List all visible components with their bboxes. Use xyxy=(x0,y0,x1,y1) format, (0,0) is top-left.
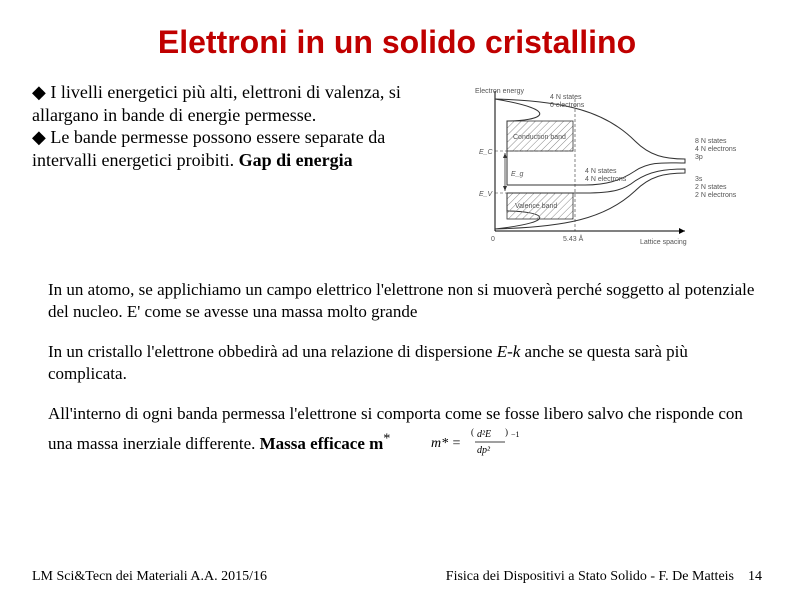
top-anno2: 0 electrons xyxy=(550,102,585,109)
band-diagram: Electron energy Lattice spacing 0 Conduc… xyxy=(448,81,762,251)
paragraph-2: In un cristallo l'elettrone obbedirà ad … xyxy=(32,341,762,385)
footer: LM Sci&Tecn dei Materiali A.A. 2015/16 F… xyxy=(32,569,762,585)
right2-b: 2 N states xyxy=(695,184,727,191)
diagram-origin: 0 xyxy=(491,236,495,243)
diagram-ylabel: Electron energy xyxy=(475,88,525,95)
valence-band-label: Valence band xyxy=(515,203,557,210)
conduction-band-label: Conduction band xyxy=(513,134,566,141)
svg-text:dp²: dp² xyxy=(477,445,491,456)
mid-anno2: 4 N electrons xyxy=(585,176,627,183)
page-title: Elettroni in un solido cristallino xyxy=(32,24,762,61)
svg-text:): ) xyxy=(505,427,508,437)
mid-anno: 4 N states xyxy=(585,168,617,175)
bullet-block: ◆ I livelli energetici più alti, elettro… xyxy=(32,81,432,251)
right1-a: 8 N states xyxy=(695,138,727,145)
top-section: ◆ I livelli energetici più alti, elettro… xyxy=(32,81,762,251)
right1-b: 4 N electrons xyxy=(695,146,737,153)
mass-formula: m* = ( d²E dp² ) −1 xyxy=(431,425,541,465)
xtick-label: 5.43 Å xyxy=(563,234,584,243)
ec-label: E_C xyxy=(479,149,494,156)
diagram-xlabel: Lattice spacing xyxy=(640,239,687,246)
footer-right: Fisica dei Dispositivi a Stato Solido - … xyxy=(446,569,734,585)
svg-text:m* =: m* = xyxy=(431,436,461,451)
right2-a: 3s xyxy=(695,176,703,183)
paragraph-1: In un atomo, se applichiamo un campo ele… xyxy=(32,279,762,323)
footer-left: LM Sci&Tecn dei Materiali A.A. 2015/16 xyxy=(32,569,267,585)
right1-c: 3p xyxy=(695,154,703,161)
svg-text:(: ( xyxy=(471,427,474,437)
eg-label: E_g xyxy=(511,171,524,178)
svg-text:d²E: d²E xyxy=(477,429,491,440)
paragraph-3: All'interno di ogni banda permessa l'ele… xyxy=(32,403,762,465)
top-anno: 4 N states xyxy=(550,94,582,101)
ev-label: E_V xyxy=(479,191,494,198)
footer-page: 14 xyxy=(748,569,762,585)
svg-text:−1: −1 xyxy=(511,430,520,439)
right2-c: 2 N electrons xyxy=(695,192,737,199)
